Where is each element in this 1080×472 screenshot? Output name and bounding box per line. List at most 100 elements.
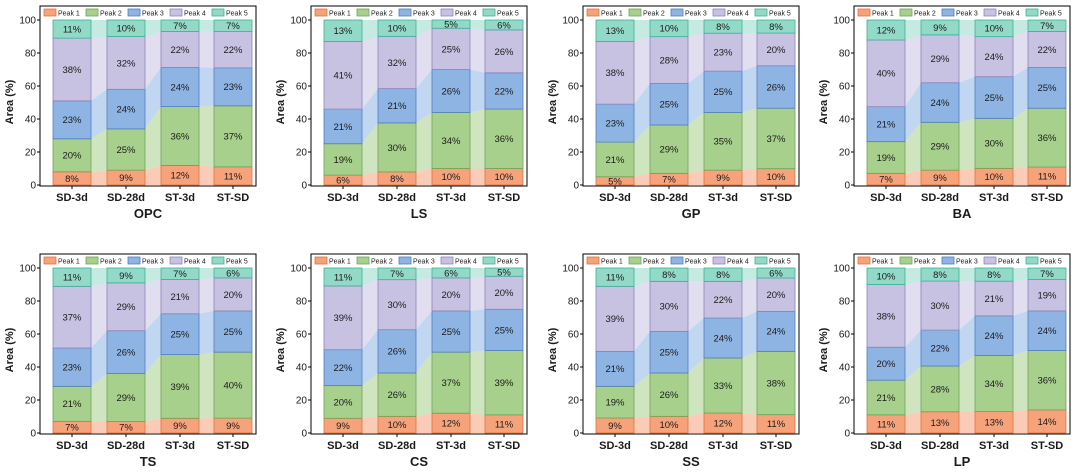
bar-opc-sd-28d-peak-4 bbox=[106, 36, 146, 90]
value-label-lp-st-sd-peak-4: 19% bbox=[1037, 291, 1057, 302]
panel-title: OPC bbox=[134, 206, 163, 221]
value-label-ba-sd-3d-peak-2: 19% bbox=[876, 153, 896, 164]
value-label-opc-sd-28d-peak-3: 24% bbox=[116, 105, 136, 116]
bar-ls-st-sd-peak-3 bbox=[484, 72, 524, 110]
x-tick-label-st-3d: ST-3d bbox=[165, 192, 195, 204]
value-label-cs-st-3d-peak-2: 37% bbox=[441, 378, 461, 389]
value-label-lp-sd-28d-peak-5: 8% bbox=[933, 270, 947, 281]
area-ts-peak-3-1 bbox=[91, 330, 107, 387]
legend-swatch-peak-5 bbox=[1025, 256, 1039, 265]
x-tick-label-st-sd: ST-SD bbox=[760, 440, 792, 452]
area-cs-peak-4-1 bbox=[362, 279, 378, 350]
bar-ls-sd-3d-peak-5 bbox=[323, 19, 363, 42]
area-opc-peak-1-3 bbox=[199, 165, 214, 185]
bar-lp-st-sd-peak-2 bbox=[1027, 350, 1067, 411]
value-label-cs-sd-28d-peak-2: 26% bbox=[387, 390, 407, 401]
y-tick-label: 100 bbox=[833, 16, 850, 27]
value-label-ba-sd-28d-peak-2: 29% bbox=[930, 142, 950, 153]
legend-label-peak-2: Peak 2 bbox=[914, 11, 936, 18]
legend-swatch-peak-2 bbox=[628, 8, 642, 17]
bar-ba-st-3d-peak-5 bbox=[974, 19, 1014, 38]
legend-swatch-peak-5 bbox=[482, 8, 496, 17]
x-tick-label-st-3d: ST-3d bbox=[165, 440, 195, 452]
value-label-cs-st-3d-peak-3: 25% bbox=[441, 327, 461, 338]
value-label-lp-st-sd-peak-5: 7% bbox=[1040, 269, 1054, 280]
value-label-ba-st-3d-peak-3: 25% bbox=[984, 93, 1004, 104]
bar-gp-st-sd-peak-4 bbox=[756, 32, 796, 67]
y-tick-label: 100 bbox=[833, 264, 850, 275]
value-label-ss-st-sd-peak-3: 24% bbox=[766, 327, 786, 338]
bar-ba-sd-28d-peak-5 bbox=[920, 19, 960, 36]
bar-ts-sd-3d-peak-2 bbox=[52, 385, 92, 422]
value-label-ss-st-3d-peak-1: 12% bbox=[713, 418, 733, 429]
bar-opc-sd-3d-peak-2 bbox=[52, 138, 92, 173]
bar-ba-sd-28d-peak-4 bbox=[920, 34, 960, 84]
value-label-ss-sd-28d-peak-5: 8% bbox=[662, 270, 676, 281]
bar-gp-sd-3d-peak-2 bbox=[595, 141, 635, 178]
bar-gp-sd-3d-peak-5 bbox=[595, 19, 635, 42]
value-label-lp-st-3d-peak-3: 24% bbox=[984, 331, 1004, 342]
legend-label-peak-3: Peak 3 bbox=[142, 259, 164, 266]
area-gp-peak-3-3 bbox=[742, 65, 757, 113]
bar-gp-st-3d-peak-4 bbox=[703, 32, 743, 72]
value-label-ba-st-sd-peak-5: 7% bbox=[1040, 21, 1054, 32]
y-tick-label: 20 bbox=[839, 396, 851, 407]
x-tick-label-sd-3d: SD-3d bbox=[56, 440, 88, 452]
value-label-opc-sd-3d-peak-3: 23% bbox=[62, 115, 82, 126]
legend-swatch-peak-3 bbox=[398, 8, 412, 17]
value-label-opc-st-sd-peak-4: 22% bbox=[223, 45, 243, 56]
bar-opc-st-3d-peak-4 bbox=[160, 31, 200, 68]
area-ts-peak-4-2 bbox=[145, 279, 161, 331]
bar-cs-st-3d-peak-5 bbox=[431, 267, 471, 279]
legend-label-peak-1: Peak 1 bbox=[329, 259, 351, 266]
area-ba-peak-5-1 bbox=[905, 20, 921, 40]
bar-ts-sd-28d-peak-2 bbox=[106, 373, 146, 422]
value-label-ts-sd-3d-peak-5: 11% bbox=[63, 273, 82, 284]
value-label-ss-st-3d-peak-5: 8% bbox=[716, 270, 730, 281]
value-label-cs-st-3d-peak-1: 12% bbox=[441, 419, 461, 430]
x-tick-label-st-sd: ST-SD bbox=[760, 192, 792, 204]
value-label-ts-sd-28d-peak-5: 9% bbox=[119, 271, 133, 282]
bar-ba-st-3d-peak-4 bbox=[974, 36, 1014, 78]
y-tick-label: 0 bbox=[844, 181, 850, 192]
area-ts-peak-3-3 bbox=[199, 310, 214, 355]
value-label-ls-sd-28d-peak-3: 21% bbox=[387, 101, 407, 112]
bar-ss-st-3d-peak-4 bbox=[703, 280, 743, 319]
x-tick-label-st-3d: ST-3d bbox=[708, 440, 738, 452]
y-tick-label: 80 bbox=[568, 49, 580, 60]
area-gp-peak-2-3 bbox=[742, 108, 757, 171]
y-tick-label: 40 bbox=[25, 363, 37, 374]
value-label-ba-st-3d-peak-5: 10% bbox=[984, 24, 1004, 35]
bar-opc-st-sd-peak-5 bbox=[213, 19, 253, 32]
legend-swatch-peak-1 bbox=[857, 8, 871, 17]
value-label-opc-st-sd-peak-5: 7% bbox=[226, 21, 240, 32]
x-tick-label-st-sd: ST-SD bbox=[488, 440, 520, 452]
plot-frame bbox=[853, 5, 1071, 187]
y-tick-label: 80 bbox=[839, 297, 851, 308]
legend-swatch-peak-1 bbox=[586, 256, 600, 265]
value-label-gp-st-3d-peak-2: 35% bbox=[713, 137, 733, 148]
value-label-lp-st-sd-peak-3: 24% bbox=[1037, 326, 1057, 337]
area-ss-peak-2-3 bbox=[742, 351, 757, 415]
area-ls-peak-4-2 bbox=[416, 28, 432, 89]
area-cs-peak-1-3 bbox=[470, 413, 485, 433]
legend-label-peak-4: Peak 4 bbox=[184, 11, 206, 18]
bar-lp-sd-3d-peak-2 bbox=[866, 379, 906, 416]
area-cs-peak-5-2 bbox=[416, 268, 432, 280]
value-label-cs-sd-3d-peak-5: 11% bbox=[334, 272, 353, 283]
value-label-ba-sd-3d-peak-3: 21% bbox=[876, 120, 896, 131]
area-ss-peak-5-3 bbox=[742, 268, 757, 282]
area-gp-peak-4-3 bbox=[742, 33, 757, 72]
value-label-ba-st-sd-peak-2: 36% bbox=[1037, 133, 1057, 144]
area-ba-peak-1-2 bbox=[959, 168, 975, 185]
area-lp-peak-3-3 bbox=[1013, 310, 1028, 356]
legend-swatch-peak-1 bbox=[314, 256, 328, 265]
y-tick-label: 20 bbox=[296, 148, 308, 159]
bar-ss-st-sd-peak-4 bbox=[756, 277, 796, 312]
legend-label-peak-5: Peak 5 bbox=[1040, 259, 1062, 266]
bar-gp-sd-28d-peak-3 bbox=[649, 82, 689, 126]
legend-swatch-peak-4 bbox=[440, 256, 454, 265]
bar-lp-st-3d-peak-4 bbox=[974, 280, 1014, 317]
value-label-lp-st-3d-peak-5: 8% bbox=[987, 270, 1001, 281]
value-label-ts-sd-28d-peak-1: 7% bbox=[119, 423, 133, 434]
